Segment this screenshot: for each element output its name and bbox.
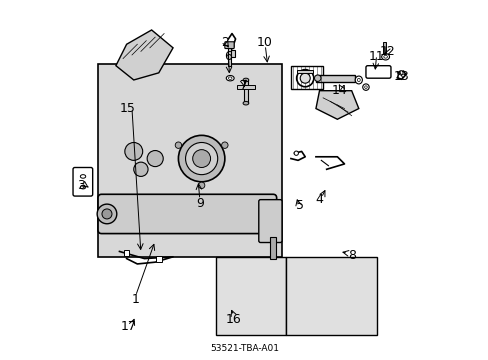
Bar: [285, 257, 376, 336]
Ellipse shape: [398, 71, 402, 75]
Ellipse shape: [80, 175, 85, 178]
Text: 9: 9: [196, 197, 203, 210]
Ellipse shape: [228, 77, 231, 80]
Text: 3: 3: [77, 179, 84, 192]
Text: 5: 5: [295, 198, 303, 212]
Ellipse shape: [102, 209, 112, 219]
FancyBboxPatch shape: [365, 66, 390, 78]
Bar: [216, 257, 285, 336]
Polygon shape: [315, 91, 358, 119]
Ellipse shape: [134, 162, 148, 176]
Ellipse shape: [192, 150, 210, 167]
Text: 7: 7: [240, 79, 248, 92]
Text: 16: 16: [225, 313, 241, 326]
Text: 6: 6: [224, 50, 232, 63]
Ellipse shape: [226, 76, 234, 81]
Bar: [382, 42, 385, 53]
Ellipse shape: [198, 182, 204, 189]
Ellipse shape: [147, 150, 163, 167]
Text: 10: 10: [256, 36, 272, 49]
Ellipse shape: [381, 54, 389, 60]
Bar: [297, 70, 312, 73]
Ellipse shape: [185, 143, 217, 175]
Text: 4: 4: [315, 193, 323, 206]
Text: 17: 17: [120, 320, 136, 333]
Text: 13: 13: [393, 70, 409, 83]
Ellipse shape: [357, 78, 360, 82]
Bar: [244, 80, 247, 103]
Ellipse shape: [243, 78, 248, 82]
Ellipse shape: [300, 73, 309, 83]
Text: 12: 12: [379, 45, 394, 58]
Ellipse shape: [362, 84, 368, 90]
Text: 1: 1: [131, 293, 139, 306]
Bar: [227, 46, 231, 66]
Bar: [237, 85, 254, 89]
Bar: [290, 66, 323, 89]
Ellipse shape: [124, 143, 142, 160]
FancyBboxPatch shape: [258, 200, 282, 243]
FancyBboxPatch shape: [224, 42, 234, 49]
Text: 11: 11: [368, 50, 384, 63]
Ellipse shape: [175, 142, 181, 148]
Bar: [270, 237, 275, 258]
Ellipse shape: [243, 102, 248, 105]
Text: 14: 14: [330, 84, 346, 97]
Bar: [228, 50, 234, 57]
Ellipse shape: [80, 185, 85, 189]
Polygon shape: [116, 30, 173, 80]
Text: 8: 8: [347, 248, 355, 261]
Ellipse shape: [221, 142, 227, 148]
Bar: [156, 256, 162, 262]
Bar: [98, 64, 282, 257]
Ellipse shape: [227, 43, 234, 49]
Ellipse shape: [294, 151, 298, 156]
Ellipse shape: [97, 204, 117, 224]
Ellipse shape: [383, 55, 386, 58]
Text: 53521-TBA-A01: 53521-TBA-A01: [209, 344, 279, 353]
Bar: [123, 250, 129, 256]
Ellipse shape: [354, 76, 362, 84]
Text: 15: 15: [120, 102, 135, 115]
Bar: [315, 75, 354, 82]
Ellipse shape: [296, 69, 313, 87]
Ellipse shape: [178, 135, 224, 182]
Text: 2: 2: [221, 36, 228, 49]
FancyBboxPatch shape: [73, 167, 93, 196]
Ellipse shape: [364, 86, 366, 89]
Ellipse shape: [314, 75, 320, 81]
FancyBboxPatch shape: [98, 194, 276, 234]
